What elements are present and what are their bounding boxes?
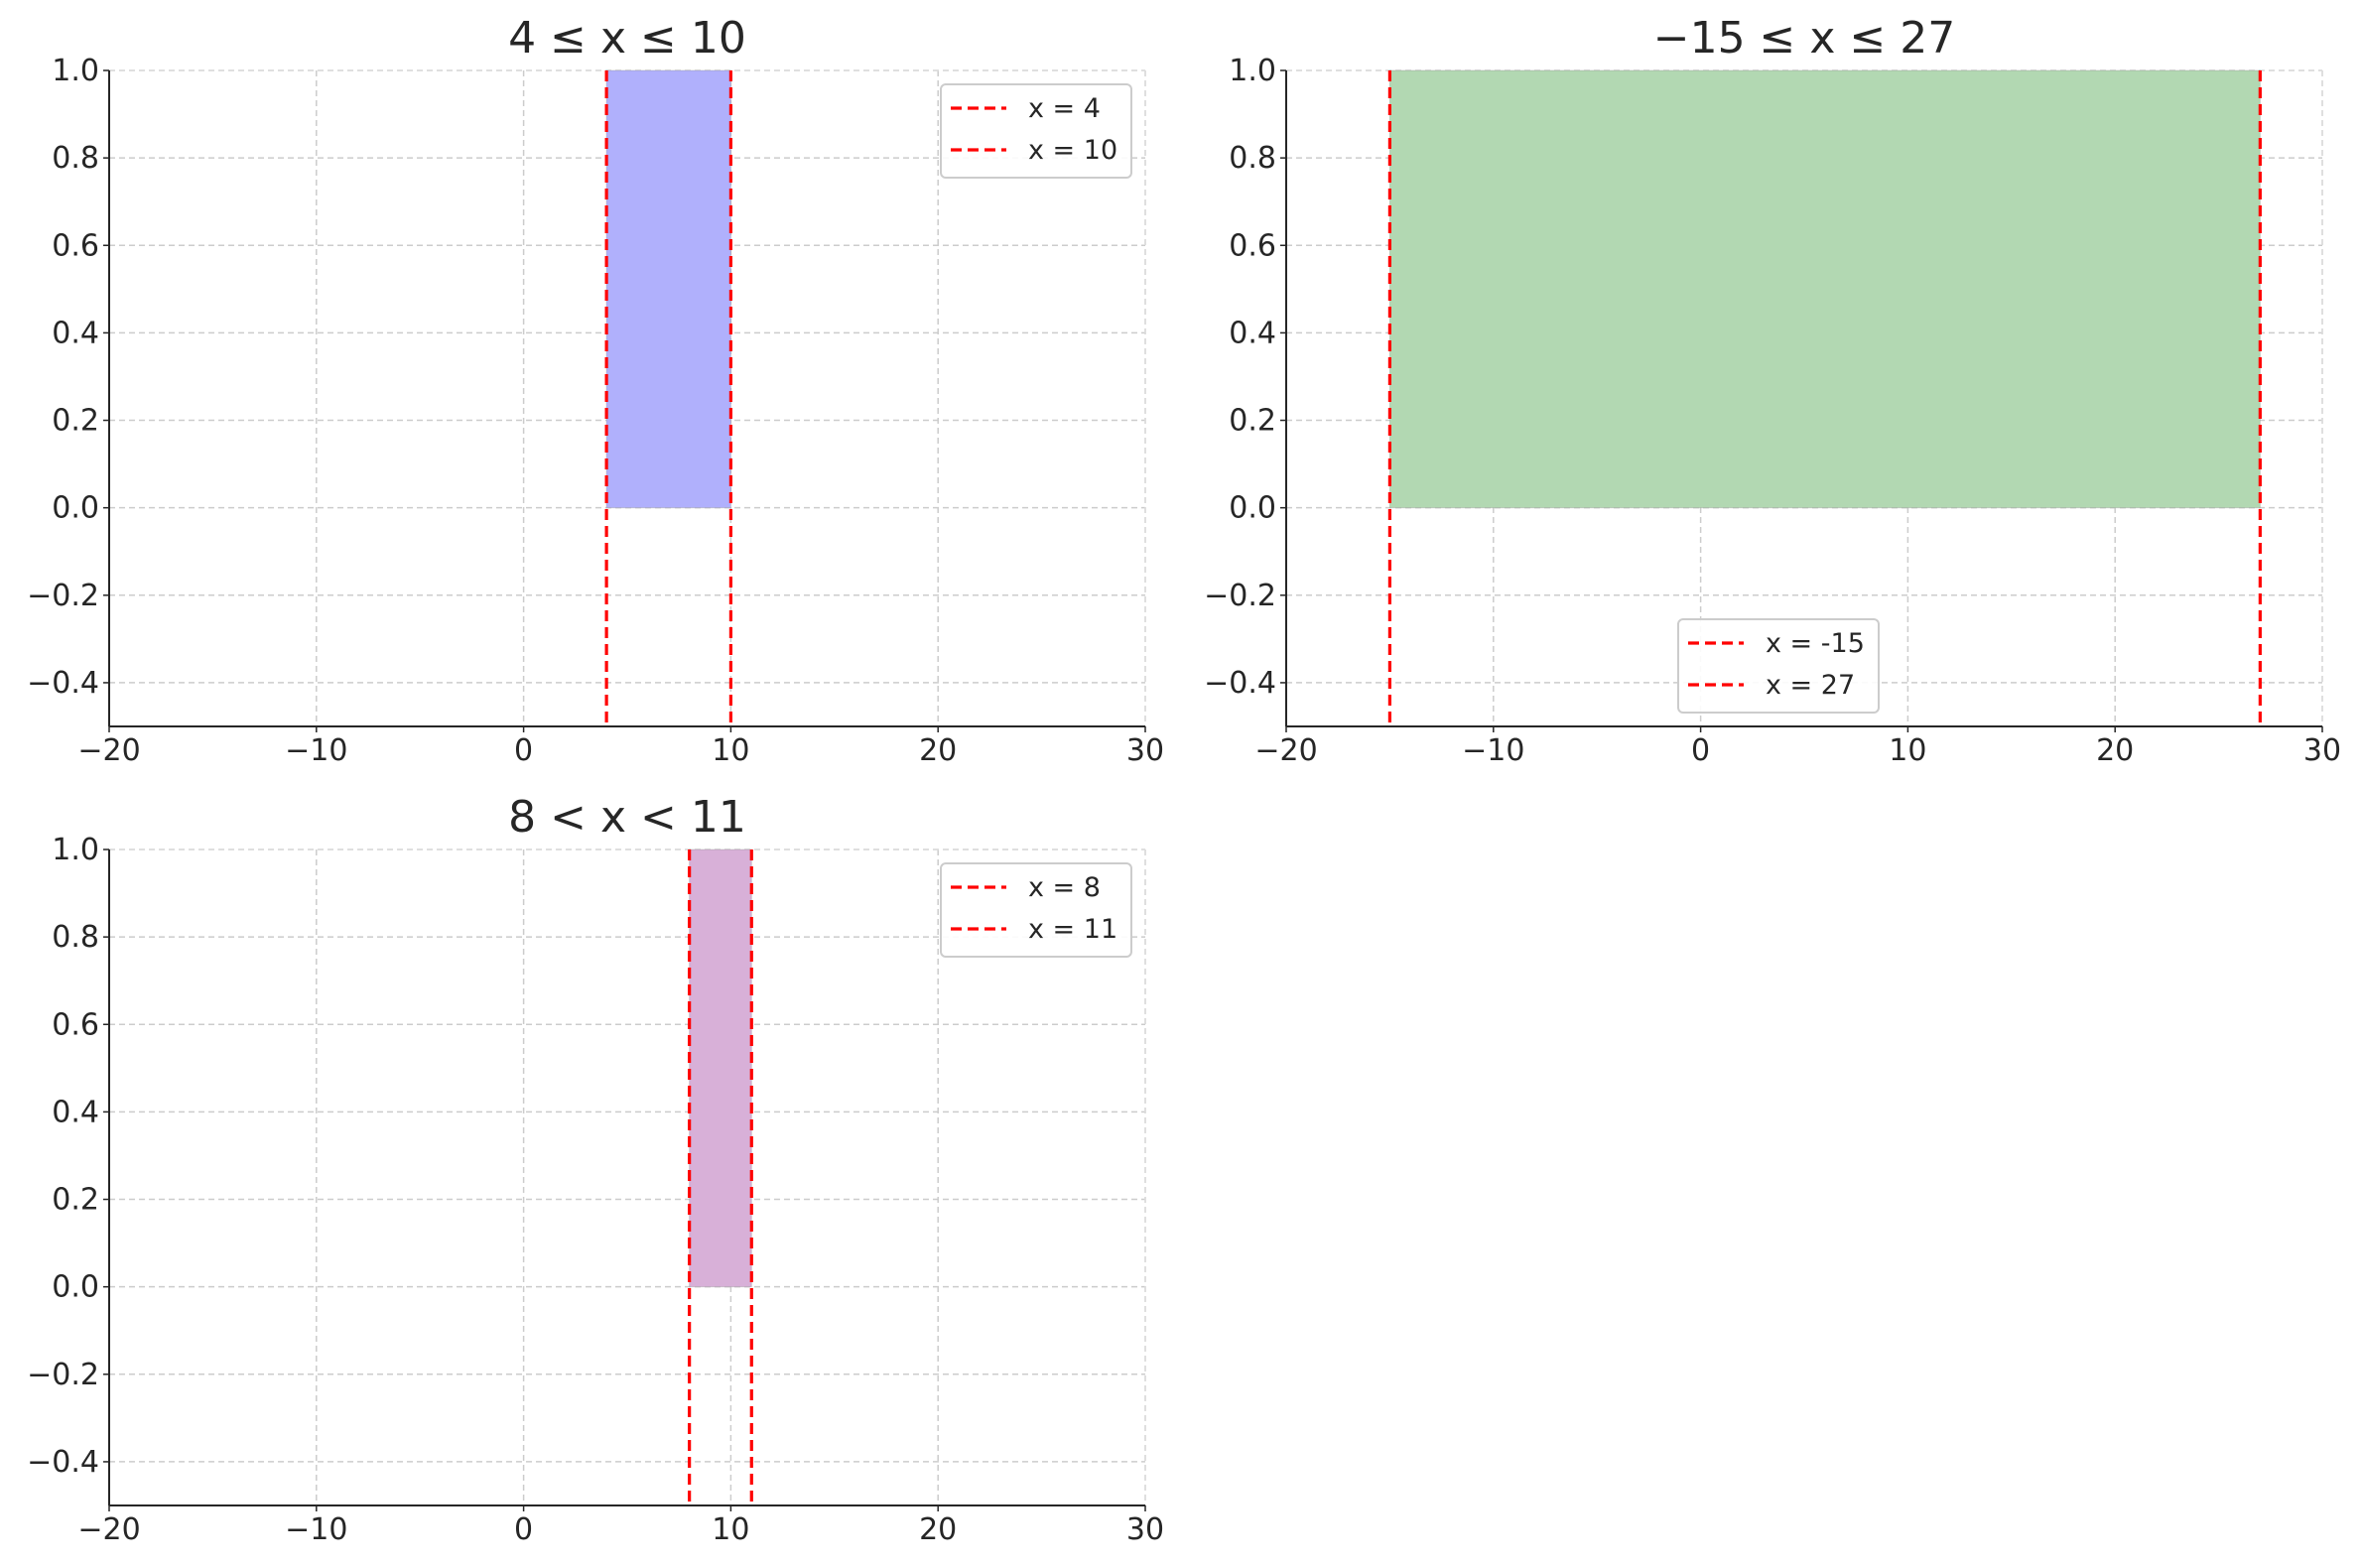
legend: x = 8 x = 11 (940, 862, 1132, 958)
y-tick-label: 0.2 (52, 1183, 99, 1218)
y-tick-label: 0.8 (52, 141, 99, 176)
subplot-3: −20 −10 0 10 20 30 −0.4 −0.2 0.0 0.2 0.4 0.6 0.8 1.0 8… (27, 792, 1164, 1547)
legend-label: x = 8 (1028, 872, 1101, 903)
chart-title: −15 ≤ x ≤ 27 (1653, 13, 1956, 64)
subplot-2: −20 −10 0 10 20 30 −0.4 −0.2 0.0 0.2 0.4 0.6 0.8 1.0 −… (1204, 13, 2341, 768)
x-tick-label: −10 (1462, 733, 1524, 768)
y-tick-label: −0.4 (1204, 666, 1276, 701)
shaded-region (689, 849, 752, 1288)
x-tick-label: 30 (1126, 1512, 1164, 1547)
y-tick-label: 0.6 (52, 1007, 99, 1042)
legend-label: x = 27 (1766, 670, 1855, 701)
x-tick-label: 20 (2096, 733, 2134, 768)
legend: x = 4 x = 10 (940, 83, 1132, 179)
chart-title: 4 ≤ x ≤ 10 (508, 13, 746, 64)
y-tick-label: 0.2 (52, 404, 99, 439)
x-tick-label: −20 (77, 1512, 140, 1547)
y-tick-label: 0.8 (1229, 141, 1276, 176)
x-tick-label: 30 (2303, 733, 2341, 768)
x-tick-label: 0 (514, 733, 533, 768)
y-tick-label: −0.4 (27, 666, 99, 701)
y-tick-label: 1.0 (52, 54, 99, 88)
y-tick-label: 0.8 (52, 920, 99, 955)
legend-label: x = 4 (1028, 93, 1101, 124)
x-tick-label: −20 (77, 733, 140, 768)
y-tick-label: 0.4 (52, 1095, 99, 1129)
x-tick-label: 0 (1691, 733, 1710, 768)
y-tick-label: −0.4 (27, 1445, 99, 1480)
y-tick-label: 0.6 (1229, 228, 1276, 263)
x-tick-label: 10 (712, 1512, 749, 1547)
x-tick-label: −10 (285, 733, 347, 768)
chart-title: 8 < x < 11 (508, 792, 746, 843)
y-tick-label: −0.2 (27, 1358, 99, 1392)
y-tick-label: 1.0 (52, 833, 99, 867)
y-tick-label: 0.4 (52, 316, 99, 350)
x-tick-label: 20 (919, 1512, 957, 1547)
legend-label: x = 10 (1028, 135, 1117, 166)
legend: x = -15 x = 27 (1677, 618, 1880, 714)
y-tick-label: 0.2 (1229, 404, 1276, 439)
x-tick-label: 10 (712, 733, 749, 768)
x-tick-label: 30 (1126, 733, 1164, 768)
subplot-1: −20 −10 0 10 20 30 −0.4 −0.2 0.0 0.2 0.4 0.6 0.8 1.0 4… (27, 13, 1164, 768)
legend-label: x = 11 (1028, 914, 1117, 945)
y-tick-label: 0.6 (52, 228, 99, 263)
x-tick-label: 20 (919, 733, 957, 768)
y-tick-label: 0.4 (1229, 316, 1276, 350)
shaded-region (1388, 69, 2261, 509)
x-tick-label: −20 (1254, 733, 1317, 768)
x-tick-label: −10 (285, 1512, 347, 1547)
legend-label: x = -15 (1766, 628, 1865, 659)
shaded-region (605, 69, 731, 509)
y-tick-label: −0.2 (27, 579, 99, 613)
x-tick-label: 10 (1889, 733, 1926, 768)
y-tick-label: 0.0 (52, 1270, 99, 1305)
y-tick-label: −0.2 (1204, 579, 1276, 613)
y-tick-label: 0.0 (52, 491, 99, 526)
y-tick-label: 0.0 (1229, 491, 1276, 526)
y-tick-label: 1.0 (1229, 54, 1276, 88)
x-tick-label: 0 (514, 1512, 533, 1547)
